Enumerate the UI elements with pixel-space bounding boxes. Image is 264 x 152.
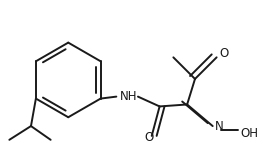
Text: NH: NH [120, 90, 138, 103]
Text: N: N [215, 120, 223, 133]
Text: OH: OH [240, 127, 258, 140]
Text: O: O [220, 47, 229, 60]
Text: O: O [144, 131, 153, 144]
